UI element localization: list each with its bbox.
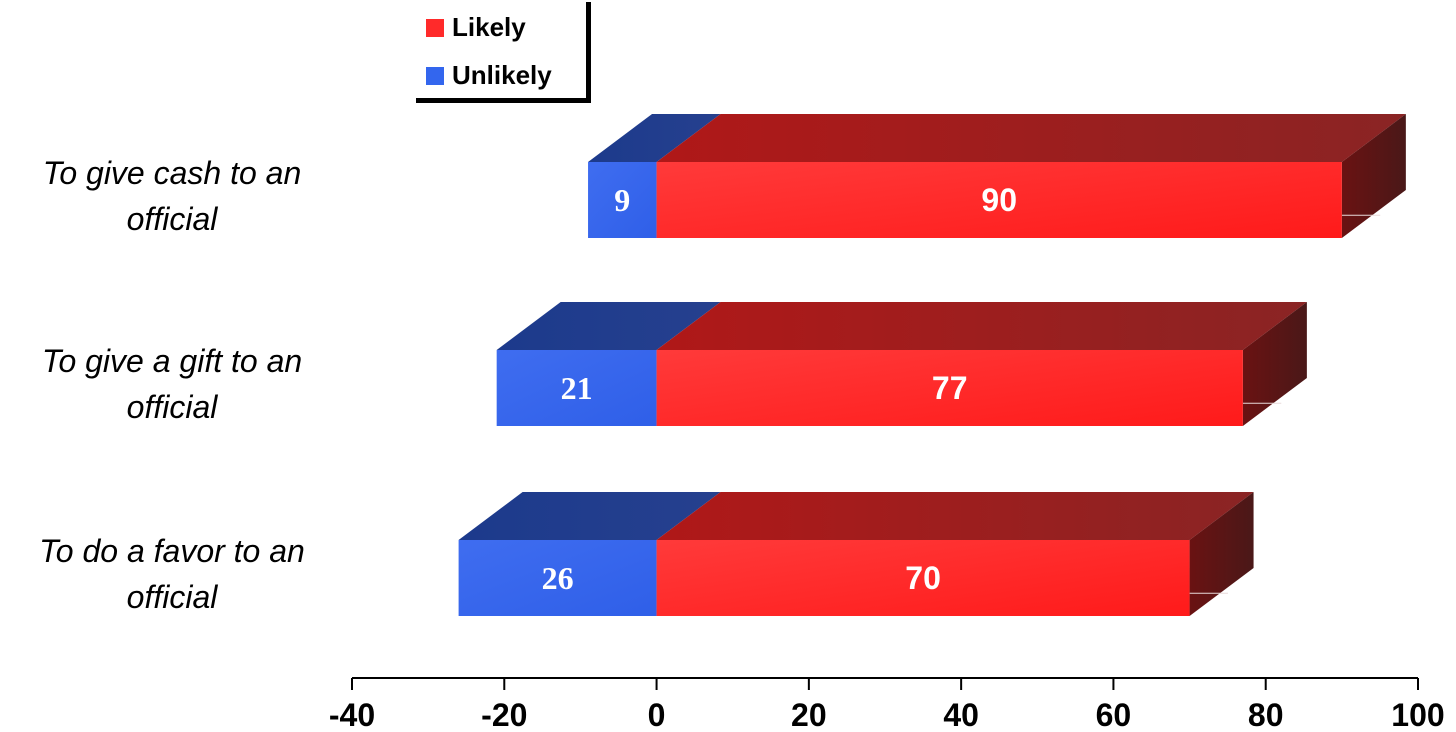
legend-item-likely: Likely	[426, 12, 526, 43]
category-label-favor-line2: official	[126, 579, 218, 615]
category-label-cash-line2: official	[126, 201, 218, 237]
legend-item-unlikely: Unlikely	[426, 60, 552, 91]
legend-swatch-likely	[426, 18, 444, 37]
category-label-favor: To do a favor to an official	[22, 528, 322, 620]
bar-side-likely-gift	[1242, 302, 1307, 426]
x-tick-label-2: 0	[648, 697, 666, 732]
x-tick-label-1: -20	[481, 697, 527, 732]
category-label-gift-line1: To give a gift to an	[41, 343, 303, 379]
x-tick-label-0: -40	[329, 697, 375, 732]
legend-swatch-unlikely	[426, 66, 444, 85]
data-label-likely-cash: 90	[981, 182, 1017, 218]
bars-layer: 90 9 77 21 70 26	[458, 114, 1406, 616]
x-axis: -40 -20 0 20 40 60 80 100	[329, 677, 1445, 732]
data-label-likely-gift: 77	[932, 370, 968, 406]
bar-top-unlikely-favor	[458, 492, 721, 540]
x-tick-label-3: 20	[791, 697, 827, 732]
bar-likely-favor	[656, 540, 1190, 616]
legend-label-likely: Likely	[452, 12, 526, 42]
data-label-unlikely-favor: 26	[542, 560, 574, 596]
category-label-cash-line1: To give cash to an	[42, 155, 302, 191]
data-label-likely-favor: 70	[905, 560, 941, 596]
bar-likely-gift	[656, 350, 1243, 426]
bar-unlikely-cash	[588, 162, 657, 238]
category-label-favor-line1: To do a favor to an	[39, 533, 305, 569]
x-tick-label-7: 100	[1391, 697, 1444, 732]
bar-likely-cash	[656, 162, 1342, 238]
x-tick-label-5: 60	[1096, 697, 1132, 732]
bar-unlikely-favor	[458, 540, 657, 616]
bar-top-likely-gift	[656, 302, 1307, 350]
bar-side-likely-cash	[1341, 114, 1406, 238]
legend-label-unlikely: Unlikely	[452, 60, 552, 90]
data-label-unlikely-cash: 9	[614, 182, 630, 218]
x-tick-label-4: 40	[943, 697, 979, 732]
bar-top-unlikely-gift	[496, 302, 721, 350]
bar-top-likely-cash	[656, 114, 1406, 162]
category-label-gift: To give a gift to an official	[22, 338, 322, 430]
legend: Likely Unlikely	[416, 2, 591, 103]
bar-top-unlikely-cash	[588, 114, 721, 162]
bar-top-likely-favor	[656, 492, 1254, 540]
data-label-unlikely-gift: 21	[561, 370, 593, 406]
bar-unlikely-gift	[496, 350, 657, 426]
category-label-cash: To give cash to an official	[22, 150, 322, 242]
bar-side-likely-favor	[1189, 492, 1254, 616]
x-tick-label-6: 80	[1248, 697, 1284, 732]
category-label-gift-line2: official	[126, 389, 218, 425]
